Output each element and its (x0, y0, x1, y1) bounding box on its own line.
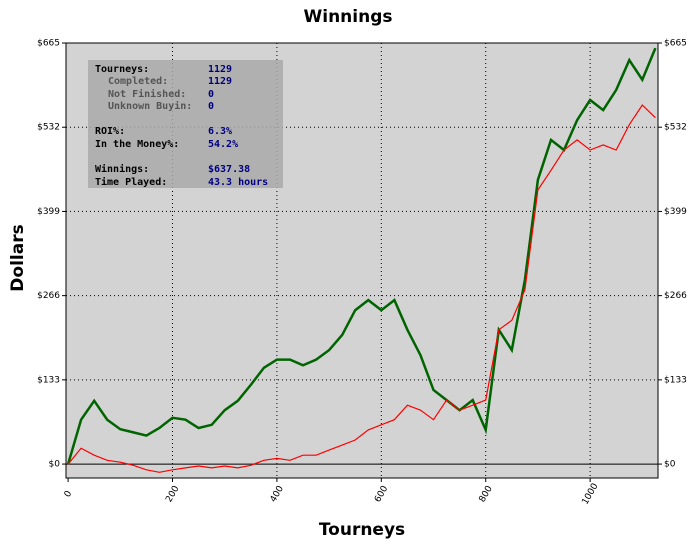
y-tick-label: $399 (37, 207, 60, 217)
y2-tick-label: $532 (664, 123, 687, 133)
stat-value: 54.2% (208, 139, 238, 150)
stat-value: 0 (208, 101, 214, 112)
stat-label: Time Played: (95, 176, 167, 188)
x-tick-label: 200 (164, 484, 181, 504)
series-line (67, 104, 656, 473)
x-axis-label: Tourneys (319, 520, 405, 540)
y2-tick-label: $266 (664, 291, 687, 301)
stat-label: In the Money%: (95, 139, 179, 150)
x-tick-label: 0 (63, 489, 75, 499)
y2-tick-label: $399 (664, 207, 687, 217)
y2-tick-label: $0 (664, 460, 676, 470)
stat-value: 1129 (208, 76, 232, 87)
y-tick-label: $133 (37, 375, 60, 385)
stat-label: Unknown Buyin: (108, 100, 192, 112)
y2-tick-label: $665 (664, 39, 687, 49)
x-tick-label: 400 (269, 484, 286, 504)
y-tick-label: $266 (37, 291, 60, 301)
x-tick-label: 800 (478, 484, 495, 504)
stat-label: Completed: (108, 76, 168, 87)
y-tick-label: $532 (37, 123, 60, 133)
y-tick-label: $665 (37, 39, 60, 49)
stats-box (88, 60, 283, 188)
stat-value: 43.3 hours (208, 177, 268, 188)
series-line (66, 47, 657, 465)
stat-value: 6.3% (208, 126, 232, 137)
stat-value: 0 (208, 89, 214, 100)
y-tick-label: $0 (49, 460, 61, 470)
stat-label: Winnings: (95, 163, 149, 175)
stat-value: $637.38 (208, 164, 250, 175)
y2-tick-label: $133 (664, 375, 687, 385)
stat-label: Tourneys: (95, 64, 149, 75)
x-tick-label: 600 (373, 484, 390, 504)
x-tick-label: 1000 (581, 482, 601, 507)
stat-value: 1129 (208, 64, 232, 75)
stat-label: Not Finished: (108, 88, 186, 100)
stat-label: ROI%: (95, 126, 125, 137)
y-axis-label: Dollars (8, 224, 28, 291)
chart-title: Winnings (303, 7, 392, 27)
